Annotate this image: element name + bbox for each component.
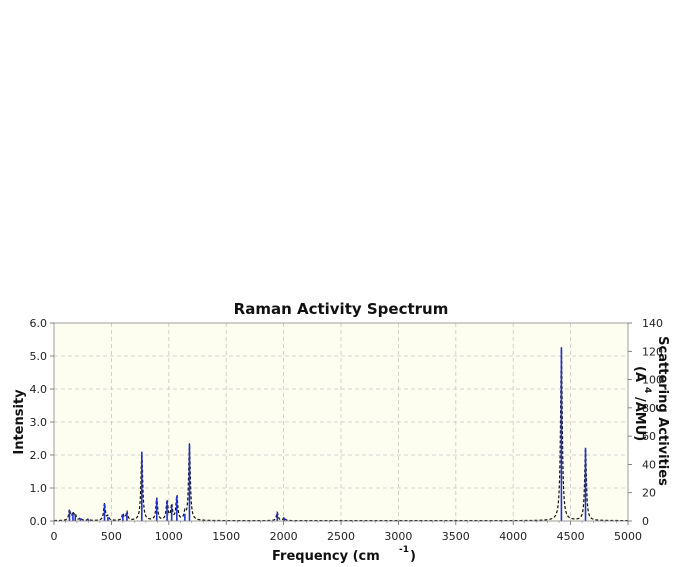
grid-lines bbox=[54, 323, 628, 521]
chart-title: Raman Activity Spectrum bbox=[234, 300, 449, 318]
y2-tick-label: 60 bbox=[642, 430, 656, 443]
x-tick-label: 1000 bbox=[155, 530, 183, 543]
y2-tick-label: 120 bbox=[642, 345, 663, 358]
y-axis-left: 0.0 1.0 2.0 3.0 4.0 5.0 6.0 bbox=[30, 317, 54, 528]
x-tick-label: 500 bbox=[101, 530, 122, 543]
y2-tick-label: 100 bbox=[642, 374, 663, 387]
y2-tick-label: 20 bbox=[642, 487, 656, 500]
x-tick-label: 2000 bbox=[270, 530, 298, 543]
y2-axis-title-superscript: 4 bbox=[642, 387, 652, 393]
y-tick-label: 3.0 bbox=[30, 416, 48, 429]
y2-axis-title-line1: Scattering Activities bbox=[655, 336, 670, 486]
y2-axis-title-line2: (A 4 /AMU) bbox=[632, 366, 652, 441]
y-tick-label: 0.0 bbox=[30, 515, 48, 528]
y2-tick-label: 80 bbox=[642, 402, 656, 415]
y-tick-label: 2.0 bbox=[30, 449, 48, 462]
stick-layer bbox=[68, 347, 587, 521]
x-tick-label: 4500 bbox=[557, 530, 585, 543]
y-tick-label: 1.0 bbox=[30, 482, 48, 495]
y2-axis-title-unit-a: (A bbox=[632, 366, 647, 382]
y2-axis-title-unit-b: /AMU) bbox=[632, 397, 647, 441]
x-axis: 0 500 1000 1500 2000 2500 3000 3500 4000 4500 5000 bbox=[51, 521, 642, 543]
y2-tick-label: 40 bbox=[642, 458, 656, 471]
x-axis-title-close: ) bbox=[410, 549, 416, 564]
y-tick-label: 6.0 bbox=[30, 317, 48, 330]
x-tick-label: 2500 bbox=[327, 530, 355, 543]
y2-tick-label: 140 bbox=[642, 317, 663, 330]
x-axis-title-main: Frequency (cm bbox=[272, 549, 380, 564]
y-axis-right: 0 20 40 60 80 100 120 140 bbox=[628, 317, 663, 528]
y-tick-label: 5.0 bbox=[30, 350, 48, 363]
x-tick-label: 3500 bbox=[442, 530, 470, 543]
y-tick-label: 4.0 bbox=[30, 383, 48, 396]
x-axis-title-superscript: -1 bbox=[399, 545, 409, 555]
x-axis-title: Frequency (cm bbox=[272, 549, 380, 564]
x-tick-label: 5000 bbox=[614, 530, 642, 543]
x-tick-label: 0 bbox=[51, 530, 58, 543]
x-tick-label: 4000 bbox=[499, 530, 527, 543]
x-tick-label: 3000 bbox=[384, 530, 412, 543]
y-axis-title: Intensity bbox=[12, 389, 27, 455]
x-tick-label: 1500 bbox=[212, 530, 240, 543]
y2-tick-label: 0 bbox=[642, 515, 649, 528]
